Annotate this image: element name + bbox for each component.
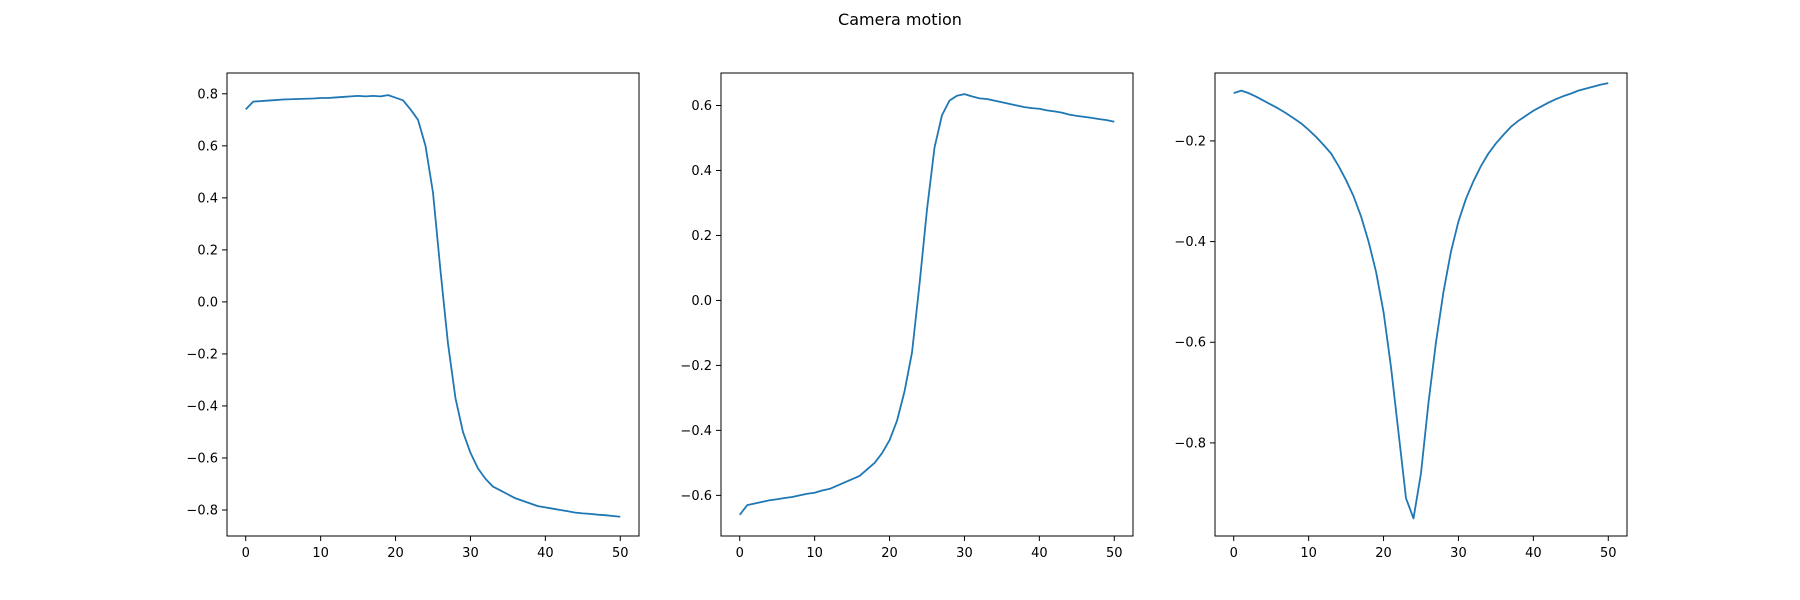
y-tick-label: 0.8 (197, 87, 218, 102)
y-tick-label: −0.2 (186, 347, 218, 362)
y-tick-label: −0.2 (1174, 134, 1206, 149)
x-tick-label: 0 (1230, 546, 1238, 561)
x-tick-label: 10 (806, 546, 823, 561)
y-tick-label: 0.6 (197, 139, 218, 154)
series-line-1 (245, 94, 621, 518)
subplot-3: 0 10 20 30 40 50 −0.8 −0.6 −0.4 −0.2 (1174, 72, 1628, 561)
axes-frame (1214, 72, 1628, 537)
x-tick-label: 10 (1300, 546, 1317, 561)
y-tick-label: −0.4 (1174, 235, 1206, 250)
y-tick-label: 0.6 (691, 99, 712, 114)
figure-title: Camera motion (838, 10, 962, 29)
x-tick-label: 20 (387, 546, 404, 561)
y-tick-label: 0.2 (691, 229, 712, 244)
x-tick-label: 40 (1525, 546, 1542, 561)
y-tick-label: 0.0 (691, 294, 712, 309)
series-line-1 (1233, 82, 1609, 520)
subplot-1: 0 10 20 30 40 50 −0.8 −0.6 −0.4 −0.2 0.0 0.2 0.4 0.6 0… (186, 72, 640, 561)
series-line-1 (739, 93, 1115, 516)
y-tick-label: 0.4 (691, 164, 712, 179)
y-tick-label: −0.4 (186, 399, 218, 414)
x-tick-label: 30 (1450, 546, 1467, 561)
x-tick-label: 40 (537, 546, 554, 561)
axes-frame (226, 72, 640, 537)
axes-frame (720, 72, 1134, 537)
x-tick-label: 50 (612, 546, 629, 561)
y-tick-label: −0.4 (680, 424, 712, 439)
x-tick-label: 50 (1600, 546, 1617, 561)
x-tick-label: 30 (462, 546, 479, 561)
x-tick-label: 20 (881, 546, 898, 561)
x-tick-label: 20 (1375, 546, 1392, 561)
subplot-2: 0 10 20 30 40 50 −0.6 −0.4 −0.2 0.0 0.2 0.4 0.6 (680, 72, 1134, 561)
x-tick-label: 10 (312, 546, 329, 561)
y-tick-label: −0.2 (680, 359, 712, 374)
y-tick-label: −0.6 (1174, 336, 1206, 351)
x-tick-label: 50 (1106, 546, 1123, 561)
y-tick-label: −0.8 (1174, 436, 1206, 451)
x-tick-label: 0 (736, 546, 744, 561)
y-tick-label: 0.0 (197, 295, 218, 310)
x-tick-label: 40 (1031, 546, 1048, 561)
y-tick-label: −0.8 (186, 503, 218, 518)
y-tick-label: 0.4 (197, 191, 218, 206)
x-tick-label: 30 (956, 546, 973, 561)
y-tick-label: 0.2 (197, 243, 218, 258)
y-tick-label: −0.6 (680, 489, 712, 504)
x-tick-label: 0 (242, 546, 250, 561)
y-tick-label: −0.6 (186, 451, 218, 466)
